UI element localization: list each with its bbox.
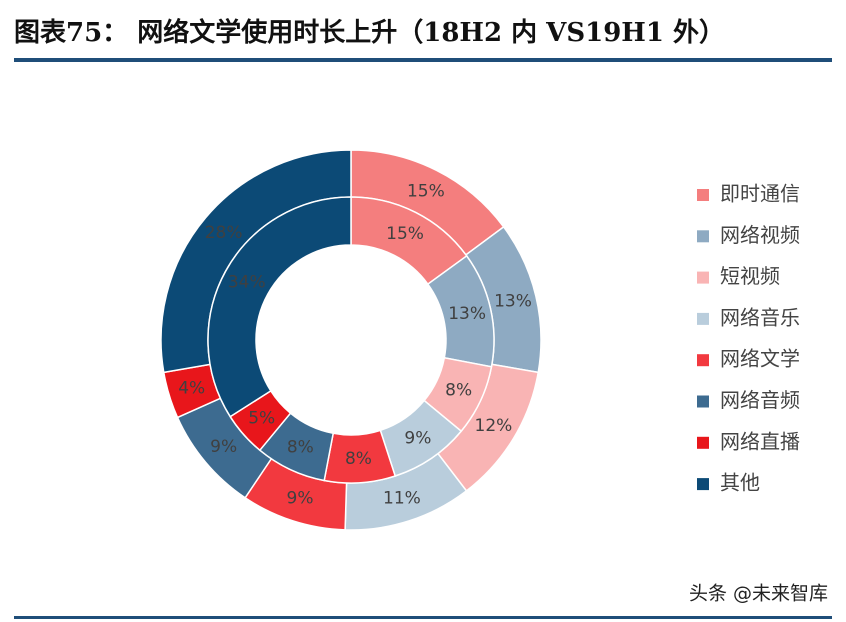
value-label: 9% [287, 489, 314, 509]
donut-slice [207, 196, 352, 418]
value-label: 8% [345, 449, 372, 469]
legend-swatch [697, 312, 709, 325]
value-label: 13% [494, 292, 532, 312]
legend-swatch [697, 436, 709, 449]
legend-label: 即时通信 [720, 182, 800, 206]
value-label: 13% [448, 304, 486, 324]
legend-swatch [697, 271, 709, 284]
legend-swatch [697, 478, 709, 491]
value-label: 8% [445, 381, 472, 401]
legend-label: 网络音乐 [720, 305, 800, 329]
value-label: 28% [205, 223, 243, 243]
value-label: 11% [383, 489, 421, 509]
legend-label: 网络视频 [720, 223, 800, 247]
legend-label: 网络直播 [720, 429, 800, 453]
value-label: 4% [178, 378, 205, 398]
value-label: 9% [404, 428, 431, 448]
value-label: 34% [228, 273, 266, 293]
legend-swatch [697, 395, 709, 408]
legend-label: 短视频 [720, 264, 780, 288]
value-label: 9% [210, 437, 237, 457]
value-label: 12% [475, 416, 513, 436]
watermark: 头条 @未来智库 [689, 583, 828, 605]
legend-label: 网络文学 [720, 347, 800, 371]
legend-label: 网络音频 [720, 388, 800, 412]
value-label: 15% [386, 224, 424, 244]
bottom-rule [14, 616, 832, 619]
legend-swatch [697, 189, 709, 201]
value-label: 8% [287, 438, 314, 458]
legend-label: 其他 [720, 471, 760, 495]
title-rule [14, 58, 832, 62]
chart-title: 图表75： 网络文学使用时长上升（18H2 内 VS19H1 外） [14, 17, 725, 48]
value-label: 5% [248, 409, 275, 429]
legend-swatch [697, 354, 709, 367]
value-label: 15% [407, 181, 445, 201]
legend-swatch [697, 230, 709, 243]
